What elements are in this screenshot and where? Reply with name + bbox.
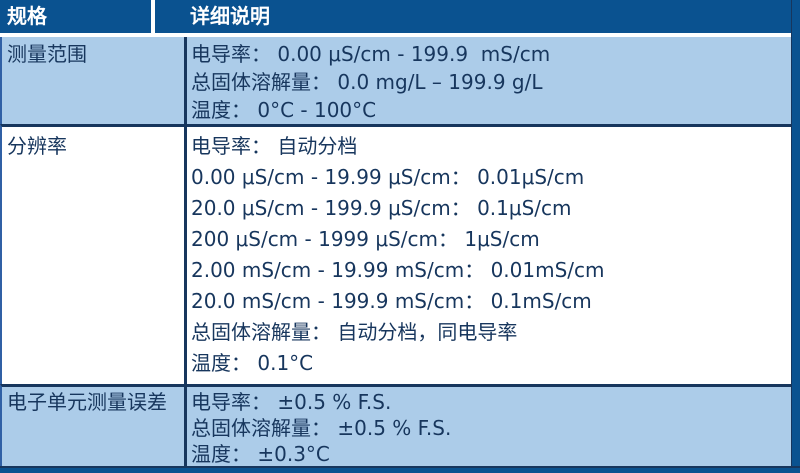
spec-line: 200 μS/cm - 1999 μS/cm： 1μS/cm [191,227,540,251]
row-label-cell: 分辨率 [2,127,184,384]
row-value-cell: 电导率： 0.00 μS/cm - 199.9 mS/cm 总固体溶解量： 0.… [184,37,791,124]
specification-table: 规格 详细说明 测量范围 电导率： 0.00 μS/cm - 199.9 mS/… [0,0,791,466]
row-value-cell: 电导率： ±0.5 % F.S. 总固体溶解量： ±0.5 % F.S. 温度：… [184,387,791,466]
table-row-resolution: 分辨率 电导率： 自动分档 0.00 μS/cm - 19.99 μS/cm： … [0,124,791,384]
spec-line: 温度： 0°C - 100°C [191,98,377,122]
row-value-cell: 电导率： 自动分档 0.00 μS/cm - 19.99 μS/cm： 0.01… [184,127,791,384]
spec-line: 20.0 μS/cm - 199.9 μS/cm： 0.1μS/cm [191,196,572,220]
row-label: 分辨率 [7,134,67,158]
spec-line: 总固体溶解量： 0.0 mg/L – 199.9 g/L [191,70,543,94]
spec-line: 0.00 μS/cm - 19.99 μS/cm： 0.01μS/cm [191,165,585,189]
spec-line: 2.00 mS/cm - 19.99 mS/cm： 0.01mS/cm [191,258,605,282]
spec-line: 20.0 mS/cm - 199.9 mS/cm： 0.1mS/cm [191,289,592,313]
spec-line: 温度： 0.1°C [191,351,314,375]
spec-line: 温度： ±0.3°C [191,442,330,466]
header-body-gap [0,33,791,37]
spec-line: 电导率： ±0.5 % F.S. [191,390,392,414]
spec-line: 总固体溶解量： 自动分档，同电导率 [191,320,518,344]
header-cell-spec: 规格 [0,0,151,33]
header-cell-divider [151,0,155,33]
table-header-row: 规格 详细说明 [0,0,791,33]
table-row-electronic-unit-error: 电子单元测量误差 电导率： ±0.5 % F.S. 总固体溶解量： ±0.5 %… [0,384,791,466]
row-label: 测量范围 [7,42,87,66]
spec-line: 电导率： 0.00 μS/cm - 199.9 mS/cm [191,42,551,66]
spec-line: 总固体溶解量： ±0.5 % F.S. [191,416,452,440]
row-label-cell: 电子单元测量误差 [2,387,184,466]
row-label-cell: 测量范围 [2,37,184,124]
spec-line: 电导率： 自动分档 [191,134,358,158]
table-row-measuring-range: 测量范围 电导率： 0.00 μS/cm - 199.9 mS/cm 总固体溶解… [0,37,791,124]
header-cell-detail: 详细说明 [155,0,791,33]
bottom-accent-bar [0,466,800,473]
right-accent-bar [791,0,800,473]
row-label: 电子单元测量误差 [7,390,167,414]
